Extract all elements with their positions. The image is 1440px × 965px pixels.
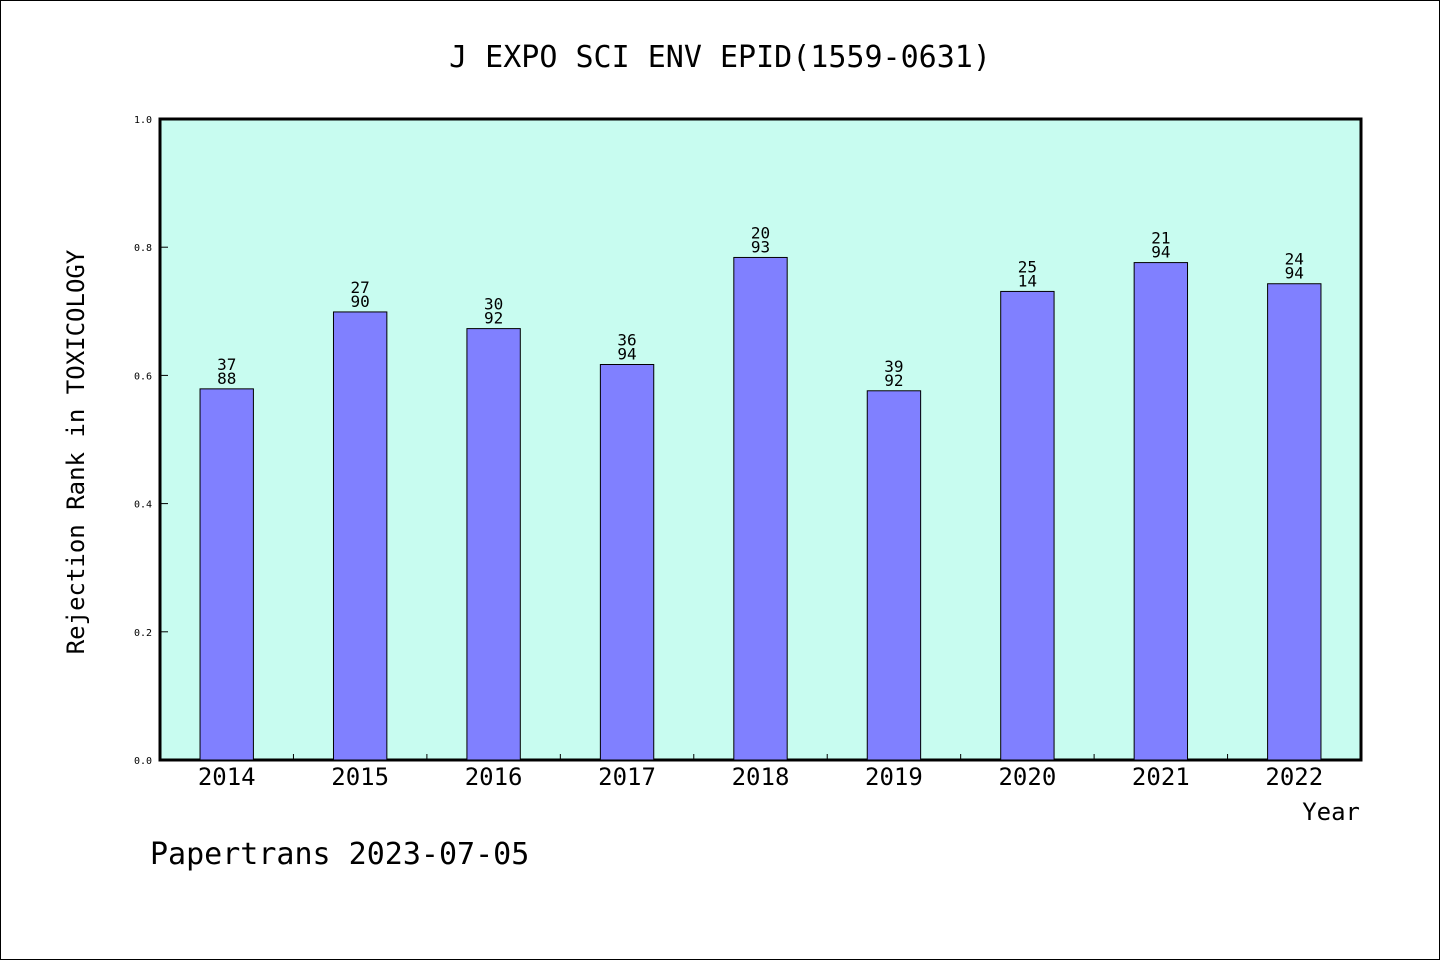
- x-tick-label: 2018: [732, 763, 790, 791]
- x-tick-label: 2016: [465, 763, 523, 791]
- chart-title: J EXPO SCI ENV EPID(1559-0631): [449, 40, 991, 75]
- y-tick-label: 0.8: [134, 243, 152, 254]
- bar-2015: [332, 311, 388, 761]
- y-axis-label: Rejection Rank in TOXICOLOGY: [62, 249, 90, 654]
- x-tick-label: 2020: [998, 763, 1056, 791]
- x-tick-label: 2014: [198, 763, 256, 791]
- x-axis: 2014 2015 2016 2017 2018 2019 2020 2021 2022: [198, 754, 1323, 791]
- bar-series: [199, 256, 1322, 761]
- bar-2020: [1000, 290, 1055, 761]
- y-tick-label: 0.2: [134, 628, 152, 639]
- bar-label-top: 21: [1151, 229, 1170, 248]
- bar-2021: [1133, 262, 1189, 761]
- bar-label-bottom: 94: [617, 345, 636, 364]
- bar-label-bottom: 14: [1018, 271, 1037, 290]
- bar-label-top: 37: [217, 355, 236, 374]
- bar-label-top: 36: [617, 331, 636, 350]
- bar-label-bottom: 93: [751, 237, 770, 256]
- bar-label-top: 20: [751, 223, 770, 242]
- x-tick-label: 2015: [331, 763, 389, 791]
- x-tick-label: 2022: [1265, 763, 1323, 791]
- bar-label-bottom: 94: [1285, 264, 1304, 283]
- y-tick-label: 0.0: [134, 756, 152, 767]
- bar-label-top: 30: [484, 295, 503, 314]
- bar-label-bottom: 92: [484, 309, 503, 328]
- x-tick-label: 2021: [1132, 763, 1190, 791]
- bar-label-bottom: 90: [351, 292, 370, 311]
- bar-label-top: 24: [1285, 250, 1304, 269]
- bar-2016: [466, 328, 521, 761]
- x-axis-label: Year: [1302, 798, 1360, 826]
- bar-label-bottom: 92: [884, 371, 903, 390]
- y-axis: 0.0 0.2 0.4 0.6 0.8 1.0: [134, 115, 168, 767]
- x-tick-label: 2017: [598, 763, 656, 791]
- bar-label-top: 25: [1018, 257, 1037, 276]
- footer-text: Papertrans 2023-07-05: [150, 837, 529, 872]
- bar-label-top: 39: [884, 357, 903, 376]
- bar-2019: [866, 390, 922, 761]
- y-tick-label: 0.4: [134, 500, 152, 511]
- bar-2022: [1267, 283, 1322, 761]
- bar-label-bottom: 94: [1151, 243, 1170, 262]
- bar-label-bottom: 88: [217, 369, 236, 388]
- x-tick-label: 2019: [865, 763, 923, 791]
- bar-2017: [599, 364, 655, 761]
- y-tick-label: 1.0: [134, 115, 152, 126]
- bar-label-top: 27: [351, 278, 370, 297]
- bar-2018: [733, 256, 788, 761]
- y-tick-label: 0.6: [134, 371, 152, 382]
- bar-2014: [199, 388, 254, 761]
